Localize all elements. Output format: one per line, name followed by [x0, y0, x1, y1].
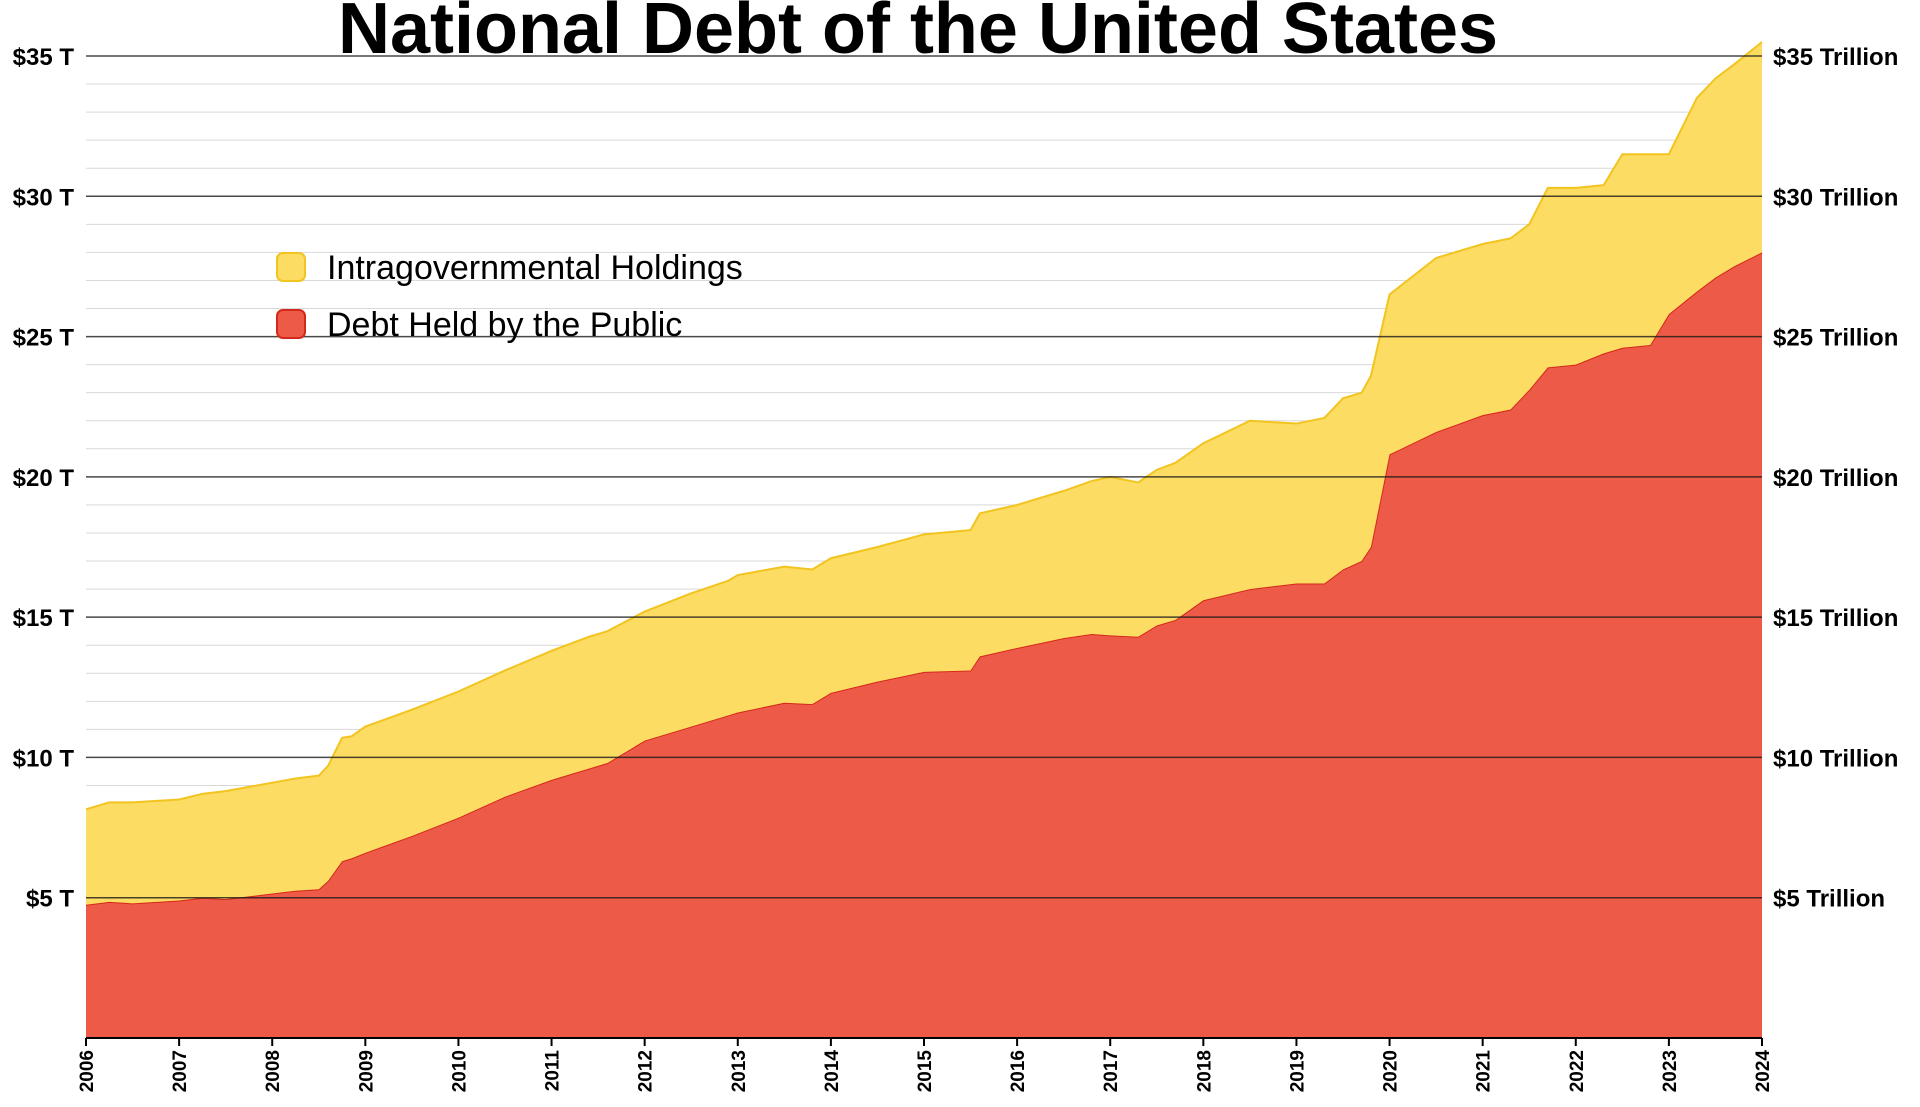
y-axis-left: $5 T $10 T $15 T $20 T $25 T $30 T $35 T	[13, 44, 75, 913]
x-tick-label: 2007	[170, 1050, 191, 1092]
x-tick-label: 2022	[1567, 1050, 1588, 1092]
legend-swatch	[276, 309, 306, 339]
y-tick-label-right: $35 Trillion	[1773, 44, 1898, 71]
y-axis-right: $5 Trillion $10 Trillion $15 Trillion $20 T…	[1773, 44, 1898, 913]
x-tick-label: 2019	[1287, 1050, 1308, 1092]
x-tick-label: 2015	[915, 1050, 936, 1093]
y-tick-label-left: $35 T	[13, 44, 75, 71]
area-layers	[85, 41, 1763, 1038]
x-tick-label: 2012	[636, 1050, 657, 1092]
legend: Intragovernmental Holdings Debt Held by t…	[276, 249, 743, 344]
y-tick-label-left: $25 T	[13, 325, 75, 352]
x-tick-label: 2017	[1101, 1050, 1122, 1092]
x-tick-label: 2018	[1194, 1050, 1215, 1092]
legend-swatch	[276, 252, 306, 282]
y-tick-label-left: $5 T	[26, 886, 74, 913]
legend-label: Intragovernmental Holdings	[327, 249, 743, 287]
legend-label: Debt Held by the Public	[327, 306, 682, 344]
x-tick-label: 2021	[1474, 1050, 1495, 1093]
x-tick-label: 2013	[729, 1050, 750, 1092]
x-tick-label: 2011	[543, 1050, 564, 1092]
y-tick-label-right: $25 Trillion	[1773, 325, 1898, 352]
area-debt-held-by-the-public	[86, 252, 1762, 1038]
x-tick-label: 2009	[356, 1050, 377, 1092]
y-tick-label-left: $20 T	[13, 465, 75, 492]
line-intragovernmental-holdings	[85, 41, 1763, 811]
y-tick-label-right: $10 Trillion	[1773, 745, 1898, 772]
x-tick-label: 2020	[1381, 1050, 1402, 1092]
x-axis: 2006 2007 2008 2009 2010 2011 2012 2013 2014 2015…	[77, 1038, 1774, 1092]
area-intragovernmental-holdings	[86, 41, 1762, 905]
x-tick-label: 2014	[822, 1050, 843, 1093]
x-tick-label: 2016	[1008, 1050, 1029, 1092]
y-tick-label-right: $5 Trillion	[1773, 886, 1885, 913]
x-tick-label: 2006	[77, 1050, 98, 1092]
y-tick-label-right: $30 Trillion	[1773, 184, 1898, 211]
y-tick-label-right: $20 Trillion	[1773, 465, 1898, 492]
x-tick-label: 2010	[449, 1050, 470, 1092]
y-tick-label-left: $10 T	[13, 745, 75, 772]
x-tick-label: 2023	[1660, 1050, 1681, 1092]
y-tick-label-left: $30 T	[13, 184, 75, 211]
chart-title: National Debt of the United States	[338, 0, 1498, 69]
y-tick-label-left: $15 T	[13, 605, 75, 632]
x-tick-label: 2024	[1753, 1050, 1774, 1093]
x-tick-label: 2008	[263, 1050, 284, 1092]
y-tick-label-right: $15 Trillion	[1773, 605, 1898, 632]
